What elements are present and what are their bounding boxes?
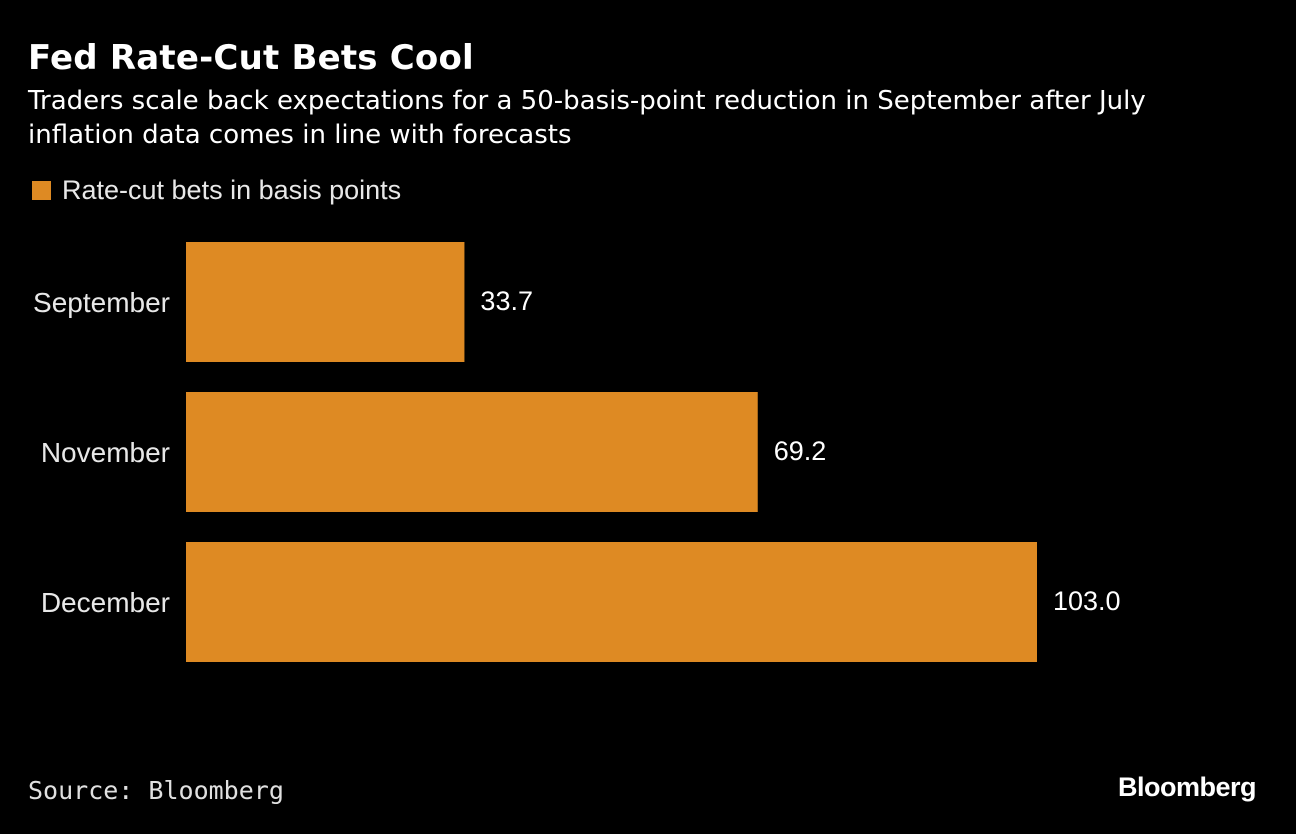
- bar-september: [186, 242, 465, 362]
- category-label-september: September: [33, 287, 170, 318]
- chart-subtitle: Traders scale back expectations for a 50…: [28, 86, 1146, 150]
- bar-december: [186, 542, 1037, 662]
- value-label-september: 33.7: [480, 286, 533, 316]
- legend-swatch: [32, 181, 51, 200]
- legend-label: Rate-cut bets in basis points: [62, 175, 402, 205]
- category-label-december: December: [41, 587, 170, 618]
- category-label-november: November: [41, 437, 170, 468]
- value-label-december: 103.0: [1053, 586, 1121, 616]
- bar-november: [186, 392, 758, 512]
- legend: Rate-cut bets in basis points: [32, 175, 401, 206]
- bloomberg-logo: Bloomberg: [1117, 772, 1257, 802]
- chart-title: Fed Rate-Cut Bets Cool: [28, 38, 474, 78]
- value-label-november: 69.2: [774, 436, 827, 466]
- source-note: Source: Bloomberg: [28, 776, 284, 805]
